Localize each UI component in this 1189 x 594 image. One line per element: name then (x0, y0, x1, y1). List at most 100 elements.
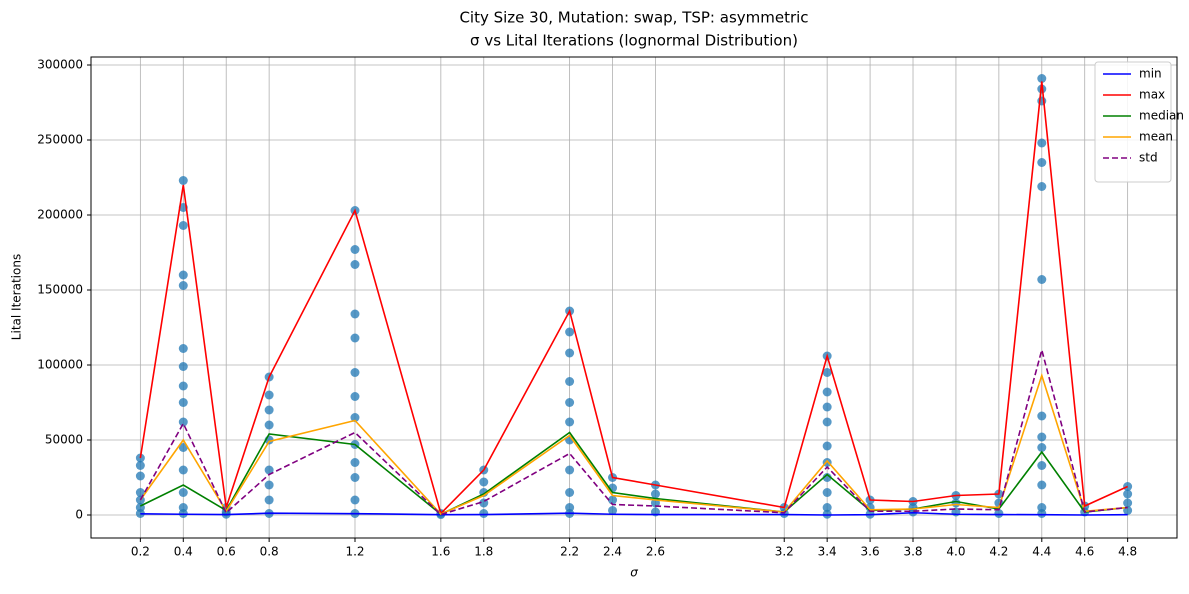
data-point (264, 420, 274, 430)
x-tick-label: 1.6 (431, 545, 450, 559)
y-tick-label: 100000 (37, 358, 83, 372)
x-tick-label: 2.2 (560, 545, 579, 559)
data-point (350, 458, 360, 468)
data-point (1037, 73, 1047, 83)
data-point (178, 270, 188, 280)
data-point (264, 495, 274, 505)
legend-box (1094, 61, 1172, 183)
data-point (1037, 181, 1047, 191)
series-line (140, 431, 1128, 516)
y-tick-label: 300000 (37, 57, 83, 71)
x-tick-label: 4.2 (989, 545, 1008, 559)
data-point (135, 471, 145, 481)
legend: min max median mean std (1094, 61, 1184, 183)
legend-label: max (1139, 88, 1165, 102)
x-tick-label: 0.6 (217, 545, 236, 559)
series-line (139, 372, 1128, 516)
chart-title: City Size 30, Mutation: swap, TSP: asymm… (459, 9, 808, 27)
data-point (264, 465, 274, 475)
data-point (650, 489, 660, 499)
y-tick-label: 250000 (37, 132, 83, 146)
data-point (822, 441, 832, 451)
x-tick-label: 3.6 (861, 545, 880, 559)
data-point (822, 402, 832, 412)
data-point (1037, 274, 1047, 284)
data-point (608, 495, 618, 505)
data-point (822, 488, 832, 498)
data-point (1123, 489, 1133, 499)
data-point (350, 473, 360, 483)
data-point (178, 381, 188, 391)
legend-label: min (1139, 67, 1162, 81)
data-point (178, 488, 188, 498)
data-point (350, 413, 360, 423)
data-point (178, 417, 188, 427)
data-point (264, 390, 274, 400)
data-point (350, 333, 360, 343)
y-axis-label: Lital Iterations (10, 254, 24, 340)
x-tick-label: 4.8 (1118, 545, 1137, 559)
x-tick-label: 3.2 (775, 545, 794, 559)
data-point (822, 503, 832, 513)
data-point (1037, 461, 1047, 471)
data-point (350, 259, 360, 269)
data-point (350, 392, 360, 402)
data-point (822, 417, 832, 427)
data-point (565, 465, 575, 475)
x-tick-label: 2.4 (603, 545, 622, 559)
data-point (608, 506, 618, 516)
data-point (565, 348, 575, 358)
data-point (565, 398, 575, 408)
x-tick-label: 0.2 (131, 545, 150, 559)
data-point (565, 417, 575, 427)
data-point (264, 405, 274, 415)
plot-frame (90, 56, 1178, 539)
legend-label: mean (1139, 130, 1173, 144)
legend-label: std (1139, 151, 1158, 165)
x-tick-label: 0.4 (174, 545, 193, 559)
data-point (135, 461, 145, 471)
x-tick-label: 1.8 (474, 545, 493, 559)
data-point (350, 309, 360, 319)
series-line (139, 346, 1128, 516)
chart-subtitle: σ vs Lital Iterations (lognormal Distrib… (470, 32, 798, 50)
x-tick-label: 4.6 (1075, 545, 1094, 559)
x-tick-label: 2.6 (646, 545, 665, 559)
data-point (350, 244, 360, 254)
y-tick-label: 200000 (37, 207, 83, 221)
x-axis-label: σ (630, 566, 638, 580)
y-tick-label: 50000 (45, 433, 83, 447)
data-point (178, 465, 188, 475)
data-point (350, 368, 360, 378)
data-point (178, 280, 188, 290)
x-tick-label: 4.0 (946, 545, 965, 559)
data-point (565, 327, 575, 337)
x-tick-label: 4.4 (1032, 545, 1051, 559)
data-point (1037, 509, 1047, 519)
data-point (1037, 411, 1047, 421)
data-point (178, 362, 188, 372)
data-point (994, 509, 1004, 519)
series-line (139, 81, 1128, 516)
x-tick-label: 3.8 (903, 545, 922, 559)
y-tick-label: 0 (75, 508, 83, 522)
x-tick-label: 0.8 (260, 545, 279, 559)
data-point (822, 387, 832, 397)
data-point (264, 480, 274, 490)
data-point (178, 398, 188, 408)
data-point (178, 175, 188, 185)
data-point (822, 368, 832, 378)
legend-label: median (1139, 109, 1184, 123)
data-point (178, 220, 188, 230)
data-point (1123, 498, 1133, 508)
data-point (565, 488, 575, 498)
data-point (1037, 443, 1047, 453)
data-point (1037, 138, 1047, 148)
y-tick-label: 150000 (37, 282, 83, 296)
data-point (135, 509, 145, 519)
data-point (565, 377, 575, 387)
data-point (951, 498, 961, 508)
data-point (479, 477, 489, 487)
data-point (1037, 480, 1047, 490)
